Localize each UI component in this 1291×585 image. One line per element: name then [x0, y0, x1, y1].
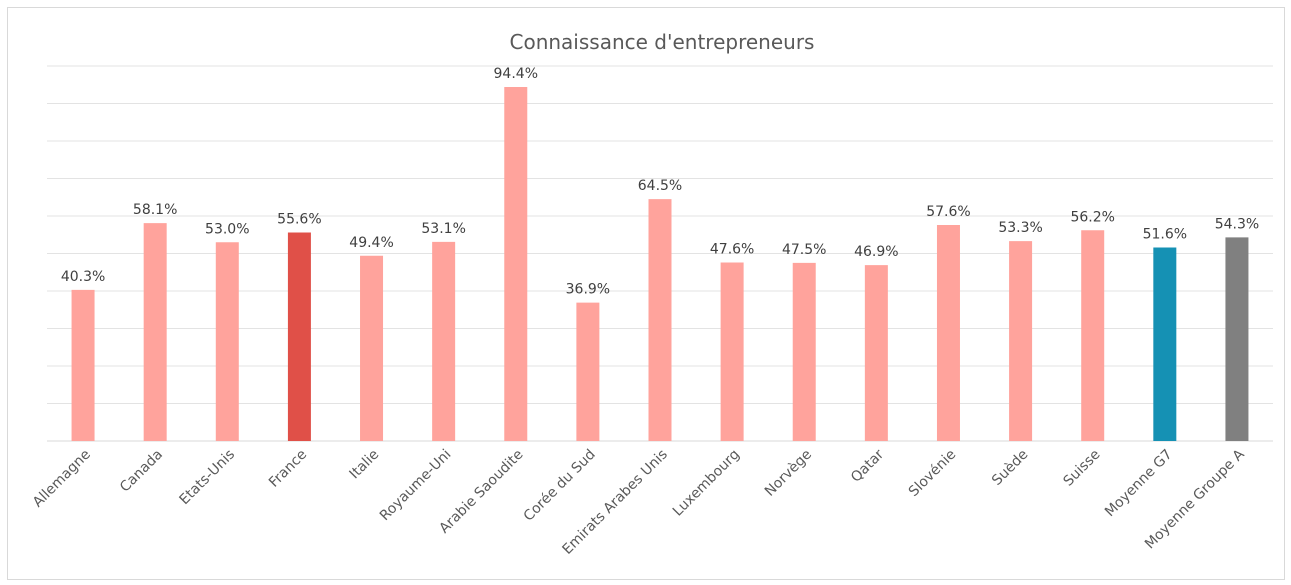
- data-label: 40.3%: [61, 269, 105, 285]
- category-tick-label: Slovénie: [906, 447, 959, 500]
- bar: [1225, 237, 1249, 441]
- chart-title: Connaissance d'entrepreneurs: [510, 30, 815, 54]
- bar: [1153, 247, 1177, 441]
- data-label: 58.1%: [133, 202, 177, 218]
- bar: [287, 232, 311, 441]
- bar: [1081, 230, 1105, 441]
- bars: [71, 87, 1249, 441]
- bar: [936, 225, 960, 441]
- data-label: 55.6%: [277, 212, 321, 228]
- data-label: 57.6%: [926, 204, 970, 220]
- bar: [576, 302, 600, 441]
- data-label: 64.5%: [638, 178, 682, 194]
- data-label: 53.0%: [205, 221, 249, 237]
- category-tick-label: Corée du Sud: [521, 447, 599, 525]
- data-label: 53.1%: [421, 221, 465, 237]
- category-tick-label: Etats-Unis: [177, 447, 239, 509]
- data-label: 56.2%: [1070, 209, 1114, 225]
- bar: [648, 199, 672, 441]
- value-labels: 40.3% 58.1% 53.0% 55.6% 49.4% 53.1% 94.4% 36.9%…: [61, 66, 1259, 298]
- bar: [864, 265, 888, 441]
- data-label: 94.4%: [494, 66, 538, 82]
- bar: [1009, 241, 1033, 441]
- bar: [360, 255, 384, 441]
- data-label: 51.6%: [1143, 227, 1187, 243]
- data-label: 54.3%: [1215, 216, 1259, 232]
- bar: [143, 223, 167, 441]
- data-label: 47.5%: [782, 242, 826, 258]
- category-tick-label: France: [266, 447, 310, 491]
- category-tick-label: Norvège: [762, 447, 815, 500]
- category-tick-label: Italie: [347, 447, 383, 483]
- bar: [432, 241, 456, 441]
- category-tick-label: Qatar: [848, 446, 887, 485]
- gridlines: [47, 65, 1273, 442]
- data-label: 47.6%: [710, 242, 754, 258]
- bar: [215, 242, 239, 441]
- category-tick-label: Canada: [117, 447, 166, 496]
- data-label: 36.9%: [566, 282, 610, 298]
- category-tick-label: Royaume-Uni: [377, 447, 455, 525]
- category-tick-label: Moyenne G7: [1102, 447, 1176, 521]
- category-tick-label: Suède: [989, 447, 1031, 489]
- data-label: 53.3%: [998, 220, 1042, 236]
- category-labels: Allemagne Canada Etats-Unis France ItalieRoy…: [30, 446, 1248, 558]
- bar: [71, 289, 95, 441]
- bar: [504, 87, 528, 441]
- bar: [792, 262, 816, 441]
- bar: [720, 262, 744, 441]
- category-tick-label: Allemagne: [30, 447, 94, 511]
- category-tick-label: Suisse: [1061, 447, 1104, 490]
- data-label: 46.9%: [854, 244, 898, 260]
- data-label: 49.4%: [349, 235, 393, 251]
- category-tick-label: Luxembourg: [670, 447, 743, 520]
